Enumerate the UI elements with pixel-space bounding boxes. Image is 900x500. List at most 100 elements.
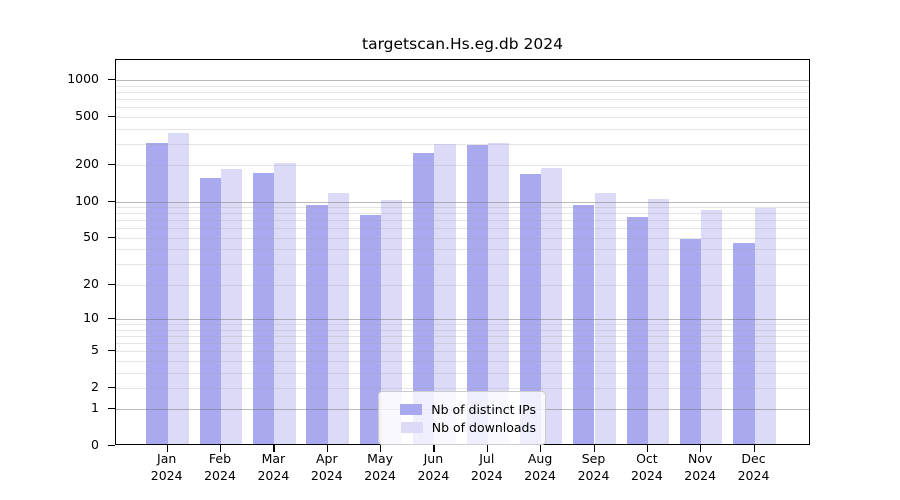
- x-tick-year-jun: 2024: [417, 467, 450, 483]
- x-tick-year-dec: 2024: [737, 467, 770, 483]
- x-tick-month-jul: Jul: [479, 451, 495, 466]
- legend-swatch-downloads: [400, 421, 423, 433]
- bar-distinct-ips-apr: [306, 205, 328, 444]
- bar-distinct-ips-jan: [146, 143, 168, 444]
- gridline-minor-400: [116, 128, 809, 130]
- gridline-minor-30: [116, 264, 809, 266]
- x-tick-mark-mar: [273, 445, 275, 452]
- y-tick-mark-50: [108, 236, 115, 238]
- x-tick-mark-dec: [753, 445, 755, 452]
- gridline-minor-80: [116, 213, 809, 215]
- y-tick-mark-500: [108, 115, 115, 118]
- legend-label-downloads: Nb of downloads: [431, 419, 536, 435]
- bar-distinct-ips-dec: [733, 242, 755, 444]
- bar-downloads-dec: [754, 208, 776, 444]
- gridline-minor-9: [116, 324, 809, 326]
- bar-distinct-ips-may: [359, 214, 382, 444]
- x-tick-label-oct: Oct 2024: [615, 451, 679, 484]
- y-tick-mark-2: [108, 386, 115, 388]
- x-tick-year-jul: 2024: [470, 467, 503, 483]
- gridline-minor-70: [116, 220, 809, 222]
- bar-distinct-ips-oct: [626, 216, 648, 444]
- bar-downloads-sep: [594, 192, 616, 444]
- bar-distinct-ips-nov: [679, 239, 702, 444]
- bar-distinct-ips-mar: [253, 173, 275, 444]
- bar-downloads-jul: [487, 142, 510, 444]
- bar-distinct-ips-aug: [519, 173, 542, 444]
- gridline-minor-5: [116, 351, 809, 353]
- gridline-minor-4: [116, 360, 809, 362]
- x-tick-year-apr: 2024: [310, 467, 343, 483]
- gridline-minor-40: [116, 249, 809, 251]
- y-tick-mark-200: [108, 164, 115, 166]
- x-tick-month-feb: Feb: [208, 451, 232, 466]
- x-tick-month-oct: Oct: [636, 451, 658, 466]
- y-tick-label-10: 10: [83, 310, 99, 326]
- chart-title: targetscan.Hs.eg.db 2024: [362, 35, 563, 53]
- bar-downloads-jan: [167, 132, 189, 444]
- x-tick-month-mar: Mar: [261, 451, 286, 466]
- x-tick-mark-jun: [433, 445, 435, 452]
- x-tick-mark-feb: [220, 445, 222, 452]
- x-tick-month-jan: Jan: [157, 451, 177, 466]
- bar-downloads-jun: [434, 144, 456, 444]
- x-tick-month-dec: Dec: [741, 451, 766, 466]
- x-tick-year-aug: 2024: [524, 467, 556, 483]
- bar-downloads-may: [381, 200, 403, 444]
- bar-distinct-ips-jul: [466, 144, 488, 444]
- gridline-minor-7: [116, 335, 809, 337]
- gridline-minor-2: [116, 387, 809, 389]
- legend: Nb of distinct IPs Nb of downloads: [378, 391, 546, 445]
- bar-downloads-feb: [221, 169, 243, 444]
- bar-downloads-apr: [327, 192, 350, 444]
- bar-downloads-mar: [274, 163, 296, 444]
- x-tick-label-dec: Dec 2024: [722, 451, 786, 484]
- gridline-minor-3: [116, 372, 809, 374]
- x-tick-year-mar: 2024: [257, 467, 290, 483]
- x-tick-year-oct: 2024: [630, 467, 663, 483]
- y-tick-label-2: 2: [91, 378, 99, 394]
- y-tick-label-20: 20: [83, 275, 99, 291]
- gridline-minor-200: [116, 165, 809, 167]
- y-tick-mark-0: [108, 445, 115, 447]
- x-tick-month-jun: Jun: [423, 451, 444, 466]
- x-tick-label-sep: Sep 2024: [562, 451, 626, 484]
- gridline-minor-6: [116, 343, 809, 344]
- gridline-minor-50: [116, 237, 809, 239]
- x-tick-mark-may: [380, 445, 382, 452]
- x-tick-year-jan: 2024: [150, 467, 183, 483]
- x-tick-mark-sep: [593, 445, 595, 452]
- legend-item-distinct-ips: Nb of distinct IPs: [386, 401, 536, 417]
- bar-distinct-ips-sep: [573, 205, 595, 444]
- gridline-minor-700: [116, 99, 809, 101]
- y-tick-mark-1000: [108, 79, 115, 81]
- y-tick-mark-100: [108, 200, 115, 202]
- x-tick-month-sep: Sep: [581, 451, 606, 466]
- gridline-minor-8: [116, 329, 809, 331]
- gridline-major-100: [116, 201, 809, 203]
- gridline-minor-300: [116, 143, 809, 145]
- y-tick-label-0: 0: [91, 437, 99, 452]
- gridline-minor-800: [116, 92, 809, 93]
- bar-downloads-oct: [647, 198, 670, 444]
- x-tick-mark-apr: [326, 445, 328, 452]
- x-tick-label-jul: Jul 2024: [455, 451, 519, 484]
- x-tick-year-feb: 2024: [204, 467, 236, 483]
- x-tick-mark-oct: [646, 445, 649, 452]
- x-tick-label-apr: Apr 2024: [295, 451, 359, 484]
- bar-downloads-aug: [541, 167, 563, 444]
- gridline-minor-90: [116, 207, 809, 209]
- y-tick-mark-10: [108, 318, 115, 320]
- y-tick-mark-1: [108, 408, 115, 410]
- bar-distinct-ips-jun: [413, 153, 435, 444]
- plot-area: [115, 59, 810, 445]
- y-tick-mark-20: [108, 283, 115, 285]
- gridline-minor-60: [116, 228, 809, 230]
- x-tick-label-nov: Nov 2024: [668, 451, 732, 484]
- y-tick-label-500: 500: [75, 107, 99, 123]
- x-tick-mark-jan: [166, 445, 168, 452]
- x-tick-month-nov: Nov: [687, 451, 713, 466]
- x-tick-mark-aug: [540, 445, 542, 452]
- x-tick-mark-nov: [700, 445, 702, 452]
- gridline-major-10: [116, 319, 809, 321]
